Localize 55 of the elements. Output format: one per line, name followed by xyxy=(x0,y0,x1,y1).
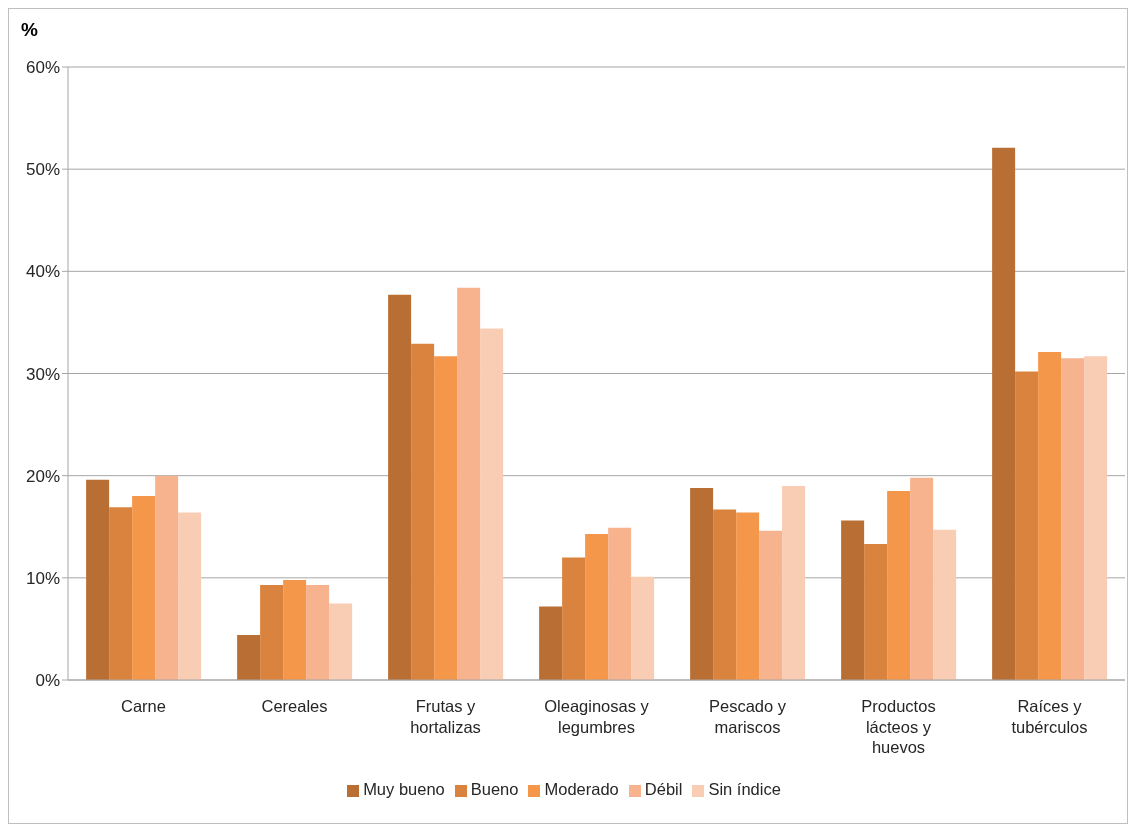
bar xyxy=(690,487,714,680)
bar xyxy=(631,576,655,680)
x-tick-label: Cereales xyxy=(261,697,328,716)
legend-label: Moderado xyxy=(544,780,619,798)
bar xyxy=(260,584,284,680)
y-tick-label: 0% xyxy=(35,671,60,691)
bar xyxy=(585,533,609,680)
bar xyxy=(736,512,760,680)
bar xyxy=(864,544,888,680)
bar xyxy=(480,328,504,680)
bar xyxy=(411,343,435,680)
bar xyxy=(562,557,586,680)
x-tick-label: Frutas y hortalizas xyxy=(410,697,481,736)
bar xyxy=(759,530,783,680)
bar xyxy=(1038,352,1062,680)
bar xyxy=(608,527,632,680)
bar xyxy=(910,477,934,680)
bar xyxy=(237,635,261,680)
bar xyxy=(178,512,202,680)
bar xyxy=(434,356,458,680)
bar xyxy=(713,509,737,680)
bar xyxy=(457,287,481,680)
bar xyxy=(329,603,353,680)
bar xyxy=(1015,371,1039,680)
bar xyxy=(132,496,156,680)
bar xyxy=(86,479,110,680)
x-tick-label: Carne xyxy=(121,697,166,716)
x-tick-label: Pescado y mariscos xyxy=(708,697,787,736)
bar xyxy=(388,294,412,680)
bar xyxy=(539,606,563,680)
bar xyxy=(283,579,307,680)
bar xyxy=(887,490,911,680)
bar xyxy=(306,584,330,680)
bar xyxy=(1061,358,1085,680)
x-tick-label: Oleaginosas y legumbres xyxy=(544,697,650,736)
legend-label: Débil xyxy=(644,780,683,798)
legend-label: Bueno xyxy=(470,780,519,798)
y-tick-label: 40% xyxy=(25,262,60,282)
y-axis-title: % xyxy=(21,19,38,41)
bar xyxy=(992,147,1016,680)
y-tick-label: 10% xyxy=(25,568,60,588)
bar xyxy=(109,507,133,680)
y-tick-label: 20% xyxy=(25,466,60,486)
bar xyxy=(1084,356,1108,680)
bar xyxy=(782,485,806,680)
y-tick-label: 60% xyxy=(25,58,60,78)
legend-label: Sin índice xyxy=(708,780,781,798)
legend-label: Muy bueno xyxy=(363,780,445,798)
y-tick-label: 30% xyxy=(25,364,60,384)
bar xyxy=(841,520,865,680)
bar xyxy=(155,475,179,680)
bar xyxy=(933,529,957,680)
y-tick-label: 50% xyxy=(25,160,60,180)
x-tick-label: Productos lácteos y huevos xyxy=(861,697,936,757)
x-tick-label: Raíces y tubérculos xyxy=(1011,697,1088,736)
